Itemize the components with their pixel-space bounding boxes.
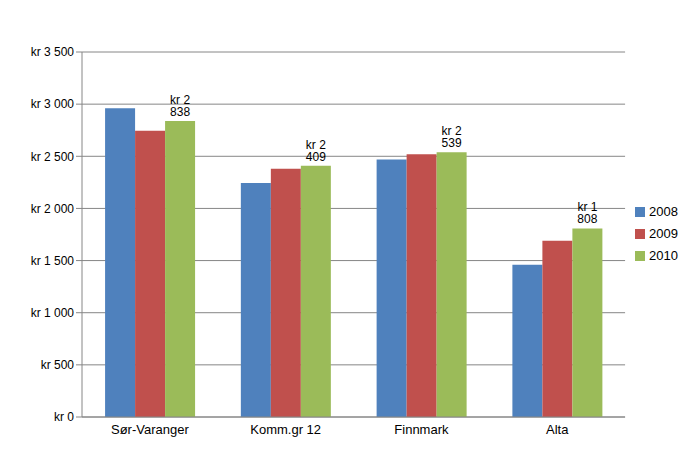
html-text:2008: 2008 xyxy=(649,203,678,219)
svg-text:kr 2 000: kr 2 000 xyxy=(31,202,75,216)
svg-text:kr 2539: kr 2539 xyxy=(442,124,462,150)
svg-text:kr 2409: kr 2409 xyxy=(306,138,326,164)
svg-text:kr 1808: kr 1808 xyxy=(577,200,597,226)
svg-text:Alta: Alta xyxy=(546,422,569,437)
svg-text:kr 3 500: kr 3 500 xyxy=(31,45,75,59)
svg-text:Sør-Varanger: Sør-Varanger xyxy=(111,422,189,437)
svg-text:kr 1 500: kr 1 500 xyxy=(31,254,75,268)
svg-text:Finnmark: Finnmark xyxy=(394,422,449,437)
svg-text:kr 500: kr 500 xyxy=(41,358,75,372)
html-text:2009: 2009 xyxy=(649,225,678,241)
svg-text:kr 3 000: kr 3 000 xyxy=(31,97,75,111)
html-text:2010: 2010 xyxy=(649,247,678,263)
svg-text:Komm.gr 12: Komm.gr 12 xyxy=(250,422,321,437)
svg-text:kr 2838: kr 2838 xyxy=(170,93,190,119)
svg-text:kr 0: kr 0 xyxy=(54,410,74,424)
svg-text:kr 2 500: kr 2 500 xyxy=(31,150,75,164)
svg-text:kr 1 000: kr 1 000 xyxy=(31,306,75,320)
